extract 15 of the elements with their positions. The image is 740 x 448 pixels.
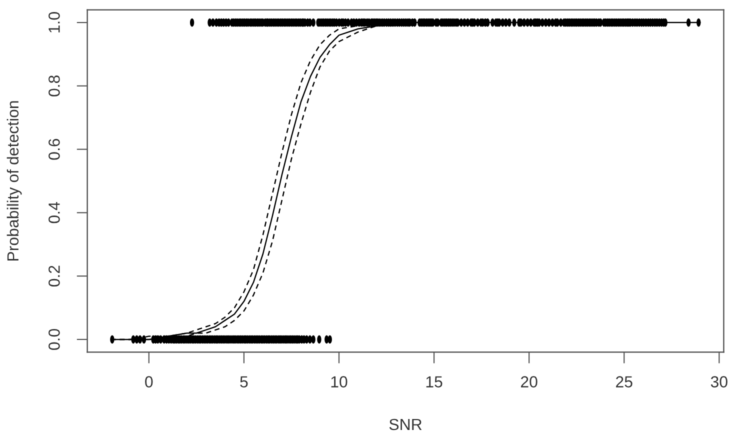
x-tick-label: 0 xyxy=(145,376,153,388)
x-tick-label: 5 xyxy=(240,376,248,388)
x-tick-label: 30 xyxy=(710,376,728,388)
x-tick-label: 10 xyxy=(331,376,348,388)
y-tick-label: 0.4 xyxy=(48,202,60,224)
y-tick-label: 0.2 xyxy=(48,266,60,287)
y-tick-label: 0.8 xyxy=(48,76,60,96)
x-tick-label: 15 xyxy=(426,376,442,388)
x-axis-title: SNR xyxy=(389,418,422,430)
y-tick-label: 0.0 xyxy=(48,328,60,350)
y-axis-title: Probability of detection xyxy=(6,101,22,260)
x-tick-label: 25 xyxy=(616,376,632,388)
x-tick-label: 20 xyxy=(520,376,538,388)
y-tick-label: 0.6 xyxy=(48,138,60,160)
y-tick-label: 1.0 xyxy=(48,12,60,32)
